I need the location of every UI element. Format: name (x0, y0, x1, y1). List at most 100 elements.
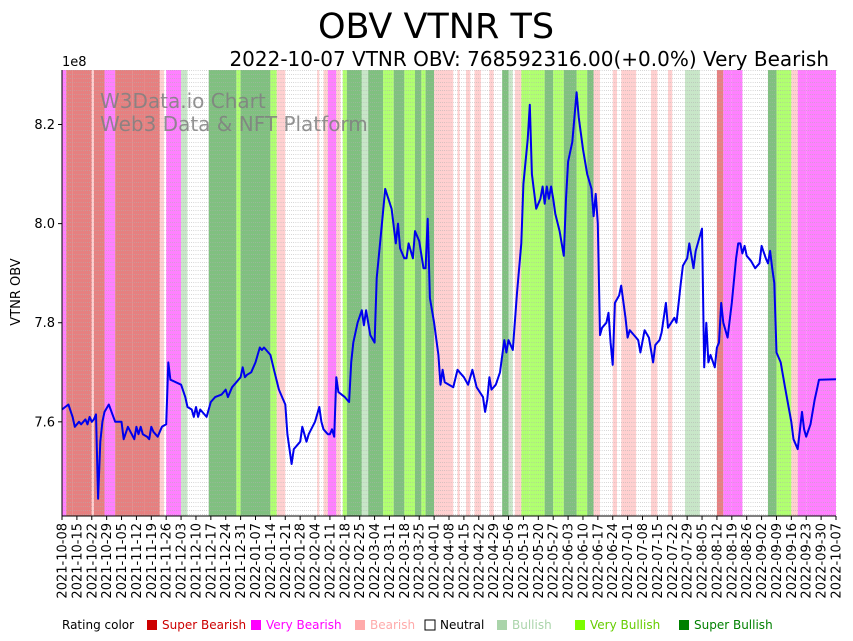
x-tick-label: 2022-06-10 (576, 523, 591, 599)
rating-band (270, 70, 277, 516)
x-tick-label: 2021-11-26 (160, 523, 175, 599)
legend-swatch (355, 620, 365, 630)
rating-band (276, 70, 286, 516)
rating-band (449, 70, 454, 516)
watermark: W3Data.io Chart Web3 Data & NFT Platform (100, 89, 368, 136)
x-tick-label: 2022-05-27 (547, 523, 562, 599)
obv-line (61, 91, 837, 500)
rating-band (502, 70, 509, 516)
x-tick-label: 2022-07-01 (621, 523, 636, 599)
rating-band (716, 70, 724, 516)
y-ticks: 7.6 7.8 8.0 8.2 (34, 118, 62, 430)
y-tick-label: 7.6 (34, 415, 55, 430)
rating-band (489, 70, 494, 516)
chart-title: OBV VTNR TS (318, 7, 554, 47)
legend-label: Rating color (62, 618, 134, 632)
rating-band (66, 70, 73, 516)
rating-band (576, 70, 588, 516)
x-tick-label: 2021-11-05 (115, 523, 130, 599)
rating-band (144, 70, 160, 516)
x-tick-label: 2022-09-16 (785, 523, 800, 599)
x-tick-label: 2022-01-28 (294, 523, 309, 599)
rating-band (62, 70, 67, 516)
x-tick-label: 2022-04-15 (457, 523, 472, 599)
x-ticks: 2021-10-08 2021-10-15 2021-10-22 2021-10-29… (56, 516, 845, 599)
rating-band (91, 70, 94, 516)
legend-swatch (147, 620, 157, 630)
rating-band (336, 70, 341, 516)
y-tick-label: 7.8 (34, 316, 55, 331)
x-tick-label: 2021-10-15 (70, 523, 85, 599)
x-tick-label: 2022-02-18 (338, 523, 353, 599)
rating-band (508, 70, 513, 516)
rating-band (791, 70, 798, 516)
x-tick-label: 2022-01-21 (279, 523, 294, 599)
rating-band (240, 70, 256, 516)
legend-item-label: Very Bullish (590, 618, 660, 632)
x-tick-label: 2022-07-29 (681, 523, 696, 599)
rating-band (587, 70, 594, 516)
watermark-line-1: W3Data.io Chart (100, 89, 266, 113)
x-tick-label: 2021-12-03 (175, 523, 190, 599)
x-tick-label: 2022-03-18 (398, 523, 413, 599)
y-tick-label: 8.0 (34, 217, 55, 232)
rating-band (685, 70, 700, 516)
x-tick-label: 2022-07-22 (666, 523, 681, 599)
rating-band (404, 70, 415, 516)
x-tick-label: 2022-08-26 (740, 523, 755, 599)
rating-band (668, 70, 673, 516)
rating-band (132, 70, 145, 516)
rating-band (327, 70, 337, 516)
x-tick-label: 2022-04-08 (443, 523, 458, 599)
rating-band (159, 70, 165, 516)
rating-band (104, 70, 116, 516)
x-tick-label: 2022-09-09 (770, 523, 785, 599)
rating-band (466, 70, 471, 516)
rating-band (93, 70, 105, 516)
x-tick-label: 2021-10-29 (100, 523, 115, 599)
y-axis-label: VTNR OBV (9, 258, 24, 325)
legend-swatch (679, 620, 689, 630)
legend-item-label: Bearish (370, 618, 415, 632)
rating-band (346, 70, 362, 516)
rating-band (612, 70, 617, 516)
x-tick-label: 2022-04-01 (428, 523, 443, 599)
chart-subtitle: 2022-10-07 VTNR OBV: 768592316.00(+0.0%)… (229, 47, 829, 71)
rating-band (421, 70, 426, 516)
y-tick-label: 8.2 (34, 118, 55, 133)
rating-band (434, 70, 449, 516)
rating-band (723, 70, 732, 516)
x-tick-label: 2022-03-25 (413, 523, 428, 599)
rating-band (189, 70, 192, 516)
x-tick-label: 2022-07-08 (636, 523, 651, 599)
x-tick-label: 2022-09-02 (755, 523, 770, 599)
x-tick-label: 2022-05-20 (532, 523, 547, 599)
rating-band (383, 70, 394, 516)
rating-bands (62, 70, 836, 516)
x-tick-label: 2022-06-24 (606, 523, 621, 599)
x-tick-label: 2022-05-06 (502, 523, 517, 599)
x-tick-label: 2021-10-22 (85, 523, 100, 599)
x-tick-label: 2022-01-14 (264, 523, 279, 599)
rating-band (317, 70, 320, 516)
rating-band (806, 70, 836, 516)
x-tick-label: 2021-10-08 (56, 523, 71, 599)
legend-item-label: Very Bearish (266, 618, 342, 632)
rating-band (651, 70, 658, 516)
rating-band (236, 70, 241, 516)
rating-band (544, 70, 554, 516)
x-tick-label: 2021-11-12 (130, 523, 145, 599)
rating-band (797, 70, 807, 516)
x-tick-label: 2022-08-19 (725, 523, 740, 599)
legend-item-label: Neutral (440, 618, 484, 632)
rating-band (593, 70, 600, 516)
rating-band (563, 70, 577, 516)
x-tick-label: 2022-03-11 (383, 523, 398, 599)
x-tick-label: 2022-02-04 (309, 523, 324, 599)
rating-band (72, 70, 92, 516)
x-tick-label: 2021-12-31 (234, 523, 249, 599)
legend-item-label: Super Bullish (694, 618, 773, 632)
x-tick-label: 2022-04-22 (472, 523, 487, 599)
x-tick-label: 2022-01-07 (249, 523, 264, 599)
